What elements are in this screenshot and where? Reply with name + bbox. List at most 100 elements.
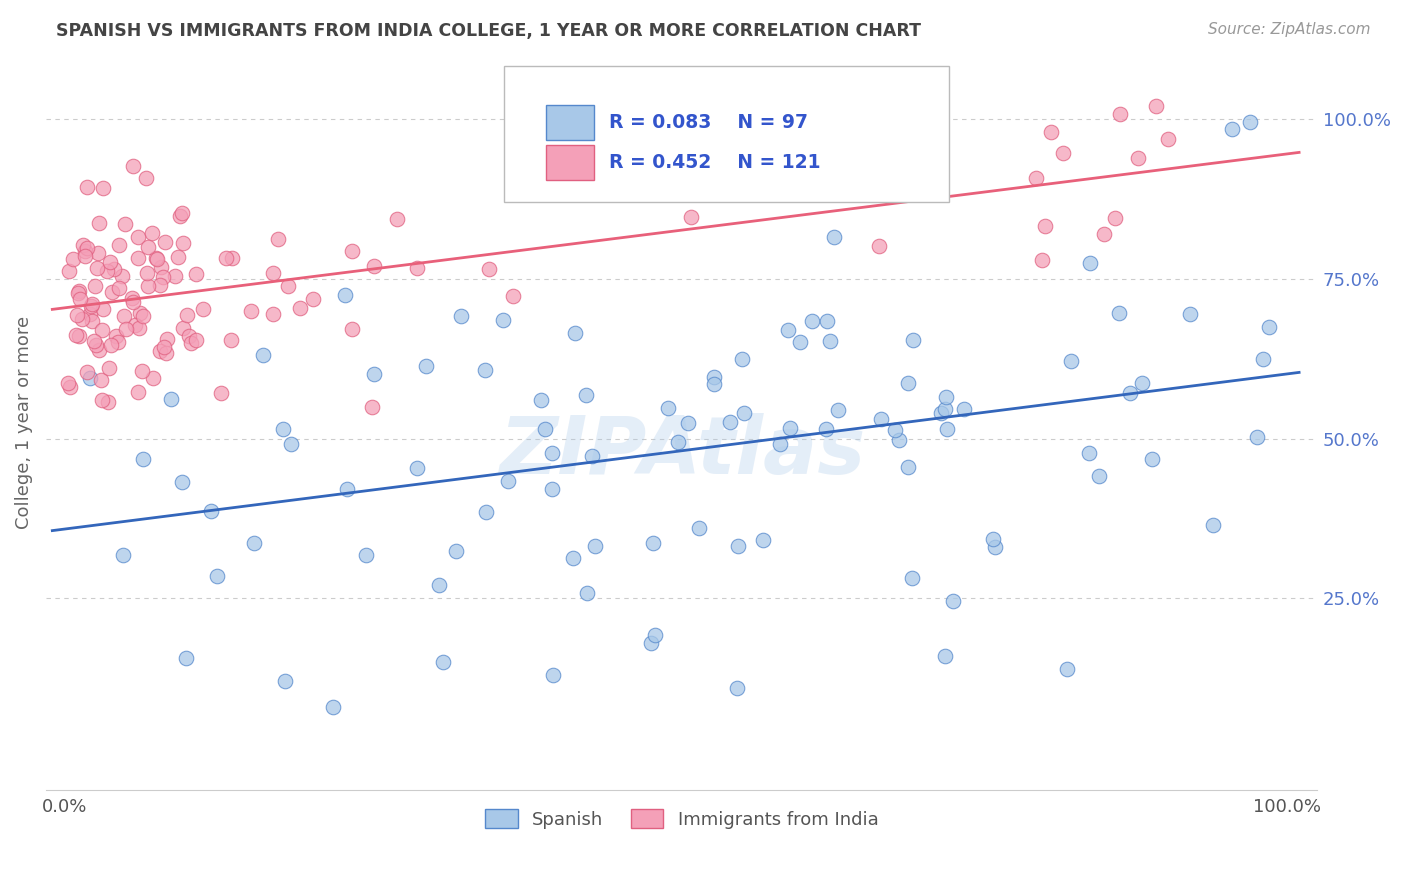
Point: [200, 504, 222, 518]
Point: [929, 406, 952, 420]
Point: [172, 475, 194, 489]
Point: [127, 384, 149, 399]
Point: [128, 321, 150, 335]
Point: [79, 308, 101, 322]
Point: [641, 536, 664, 550]
Point: [363, 260, 385, 274]
Point: [58, 264, 80, 278]
Point: [876, 168, 898, 182]
Point: [585, 539, 607, 553]
Point: [541, 446, 564, 460]
Point: [101, 285, 124, 299]
Point: [290, 301, 312, 315]
Point: [96, 264, 118, 278]
Point: [146, 252, 169, 267]
FancyBboxPatch shape: [546, 105, 595, 140]
Point: [889, 433, 911, 447]
FancyBboxPatch shape: [546, 145, 595, 180]
Point: [1246, 430, 1268, 444]
Point: [173, 235, 195, 250]
Point: [149, 344, 172, 359]
Point: [1040, 125, 1063, 139]
Point: [103, 262, 125, 277]
Point: [1220, 121, 1243, 136]
Point: [1056, 661, 1078, 675]
Point: [179, 328, 201, 343]
Point: [221, 251, 243, 265]
Point: [86, 260, 108, 275]
Point: [127, 252, 149, 266]
Point: [815, 314, 838, 328]
Point: [145, 251, 167, 265]
Point: [1157, 132, 1180, 146]
Point: [156, 332, 179, 346]
FancyBboxPatch shape: [503, 66, 949, 202]
Point: [576, 179, 599, 194]
Point: [155, 346, 177, 360]
Point: [111, 269, 134, 284]
Point: [80, 297, 103, 311]
Point: [67, 329, 90, 343]
Point: [1178, 307, 1201, 321]
Point: [184, 267, 207, 281]
Point: [87, 216, 110, 230]
Point: [363, 367, 385, 381]
Text: R = 0.452    N = 121: R = 0.452 N = 121: [609, 153, 821, 172]
Point: [86, 246, 108, 260]
Point: [160, 392, 183, 407]
Point: [644, 627, 666, 641]
Point: [127, 230, 149, 244]
Point: [98, 255, 121, 269]
Point: [801, 313, 824, 327]
Point: [869, 411, 891, 425]
Point: [679, 211, 702, 225]
Point: [429, 578, 451, 592]
Point: [215, 251, 238, 265]
Point: [277, 279, 299, 293]
Point: [1078, 255, 1101, 269]
Point: [136, 278, 159, 293]
Point: [575, 586, 598, 600]
Point: [138, 239, 160, 253]
Point: [66, 308, 89, 322]
Y-axis label: College, 1 year or more: College, 1 year or more: [15, 316, 32, 529]
Point: [475, 505, 498, 519]
Point: [561, 551, 583, 566]
Point: [67, 284, 90, 298]
Point: [1087, 469, 1109, 483]
Point: [76, 366, 98, 380]
Point: [1144, 99, 1167, 113]
Point: [1031, 252, 1053, 267]
Point: [165, 268, 187, 283]
Point: [105, 329, 128, 343]
Point: [280, 437, 302, 451]
Point: [818, 334, 841, 348]
Point: [1025, 170, 1047, 185]
Point: [1257, 319, 1279, 334]
Text: R = 0.083    N = 97: R = 0.083 N = 97: [609, 113, 808, 132]
Legend: Spanish, Immigrants from India: Spanish, Immigrants from India: [478, 802, 886, 836]
Point: [385, 212, 408, 227]
Point: [108, 237, 131, 252]
Point: [935, 390, 957, 404]
Point: [79, 299, 101, 313]
Point: [58, 376, 80, 390]
Point: [112, 549, 135, 563]
Point: [934, 648, 956, 663]
Point: [1092, 227, 1115, 241]
Point: [267, 232, 290, 246]
Point: [340, 322, 363, 336]
Point: [703, 377, 725, 392]
Point: [149, 277, 172, 292]
Point: [153, 235, 176, 249]
Point: [90, 323, 112, 337]
Point: [830, 176, 852, 190]
Point: [936, 422, 959, 436]
Point: [107, 281, 129, 295]
Point: [83, 279, 105, 293]
Point: [262, 307, 284, 321]
Point: [252, 348, 274, 362]
Point: [176, 309, 198, 323]
Point: [541, 482, 564, 496]
Point: [934, 402, 956, 417]
